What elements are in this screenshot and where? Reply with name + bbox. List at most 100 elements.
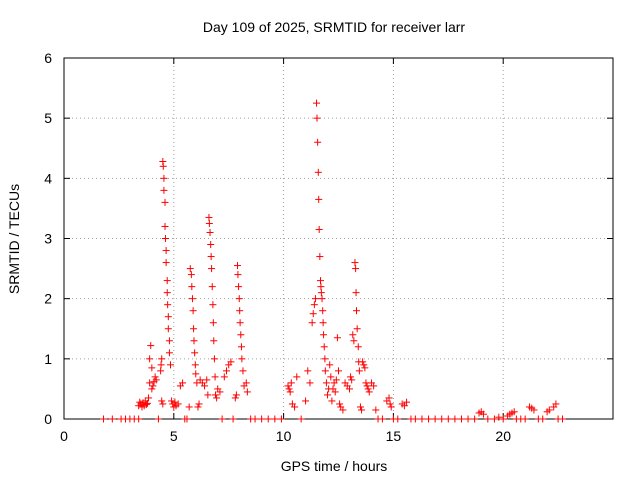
data-point xyxy=(355,367,363,375)
data-point xyxy=(174,400,182,408)
y-tick-label: 4 xyxy=(44,170,52,186)
data-point xyxy=(167,361,175,369)
data-point xyxy=(315,195,323,203)
data-point xyxy=(332,376,340,384)
data-point xyxy=(243,388,251,396)
data-point xyxy=(210,355,218,363)
data-point xyxy=(251,415,259,423)
data-point xyxy=(386,400,394,408)
data-point xyxy=(160,174,168,182)
data-point xyxy=(287,379,295,387)
data-point xyxy=(212,391,220,399)
x-tick-label: 10 xyxy=(276,428,292,444)
data-point xyxy=(100,415,108,423)
data-point xyxy=(304,367,312,375)
data-point xyxy=(335,367,342,375)
y-tick-label: 3 xyxy=(44,231,52,247)
data-point xyxy=(370,382,378,390)
data-point xyxy=(234,271,242,279)
data-point xyxy=(285,385,293,393)
data-point xyxy=(350,337,358,345)
data-point xyxy=(160,186,168,194)
data-point xyxy=(159,162,167,170)
data-point xyxy=(190,337,198,345)
data-point xyxy=(163,277,171,285)
data-point xyxy=(328,397,336,405)
x-tick-label: 5 xyxy=(170,428,178,444)
data-point xyxy=(151,373,159,381)
data-point xyxy=(152,376,160,384)
data-point xyxy=(319,307,327,315)
data-point xyxy=(322,379,330,387)
data-point xyxy=(471,415,479,423)
data-point xyxy=(148,385,156,393)
data-point xyxy=(291,403,299,411)
data-point xyxy=(209,319,217,327)
data-point xyxy=(385,394,393,402)
axis-ticks: 0 5 10 15 20 0 1 2 3 4 5 6 xyxy=(44,50,613,444)
data-point xyxy=(164,325,172,333)
data-point xyxy=(431,415,439,423)
data-point xyxy=(490,415,498,423)
data-point xyxy=(235,283,243,291)
data-point xyxy=(372,406,380,414)
data-point xyxy=(227,358,235,366)
data-point xyxy=(136,398,144,406)
data-point xyxy=(179,379,187,387)
data-point xyxy=(348,376,356,384)
data-point xyxy=(186,265,194,273)
data-point xyxy=(277,415,285,423)
data-point xyxy=(360,361,368,369)
data-point xyxy=(242,379,250,387)
data-point xyxy=(318,295,326,303)
data-point xyxy=(237,343,245,351)
data-point xyxy=(306,379,314,387)
data-point xyxy=(158,397,166,405)
data-point xyxy=(324,391,332,399)
data-point xyxy=(321,355,329,363)
plot-frame xyxy=(63,57,614,420)
data-point xyxy=(191,361,199,369)
data-point xyxy=(203,376,211,384)
data-point xyxy=(320,331,328,339)
data-point xyxy=(510,408,518,416)
data-point xyxy=(264,415,272,423)
data-point xyxy=(495,413,503,421)
data-point xyxy=(189,307,197,315)
data-point xyxy=(163,289,171,297)
data-point xyxy=(208,265,216,273)
data-point xyxy=(201,382,209,390)
data-point xyxy=(161,222,169,230)
data-point xyxy=(484,415,492,423)
data-point xyxy=(311,295,319,303)
data-point xyxy=(378,415,386,423)
data-point xyxy=(319,319,327,327)
data-point xyxy=(191,349,199,357)
data-point xyxy=(530,406,538,414)
data-point xyxy=(232,391,240,399)
data-point xyxy=(353,325,361,333)
data-point xyxy=(347,373,355,381)
data-point xyxy=(317,283,325,291)
data-point xyxy=(315,225,323,233)
data-point xyxy=(183,415,191,423)
data-point xyxy=(387,403,395,411)
data-point xyxy=(354,343,362,351)
data-point xyxy=(171,398,179,406)
data-point xyxy=(351,259,359,267)
data-point xyxy=(157,367,165,375)
data-point xyxy=(195,400,203,408)
data-point xyxy=(438,415,446,423)
data-point xyxy=(352,265,360,273)
data-point xyxy=(165,349,173,357)
data-point xyxy=(187,271,195,279)
data-point xyxy=(316,277,324,285)
data-point xyxy=(204,391,212,399)
data-point xyxy=(321,367,329,375)
data-point xyxy=(364,385,372,393)
data-point xyxy=(425,415,433,423)
data-point xyxy=(314,138,322,146)
data-point xyxy=(457,415,465,423)
data-point xyxy=(190,325,198,333)
